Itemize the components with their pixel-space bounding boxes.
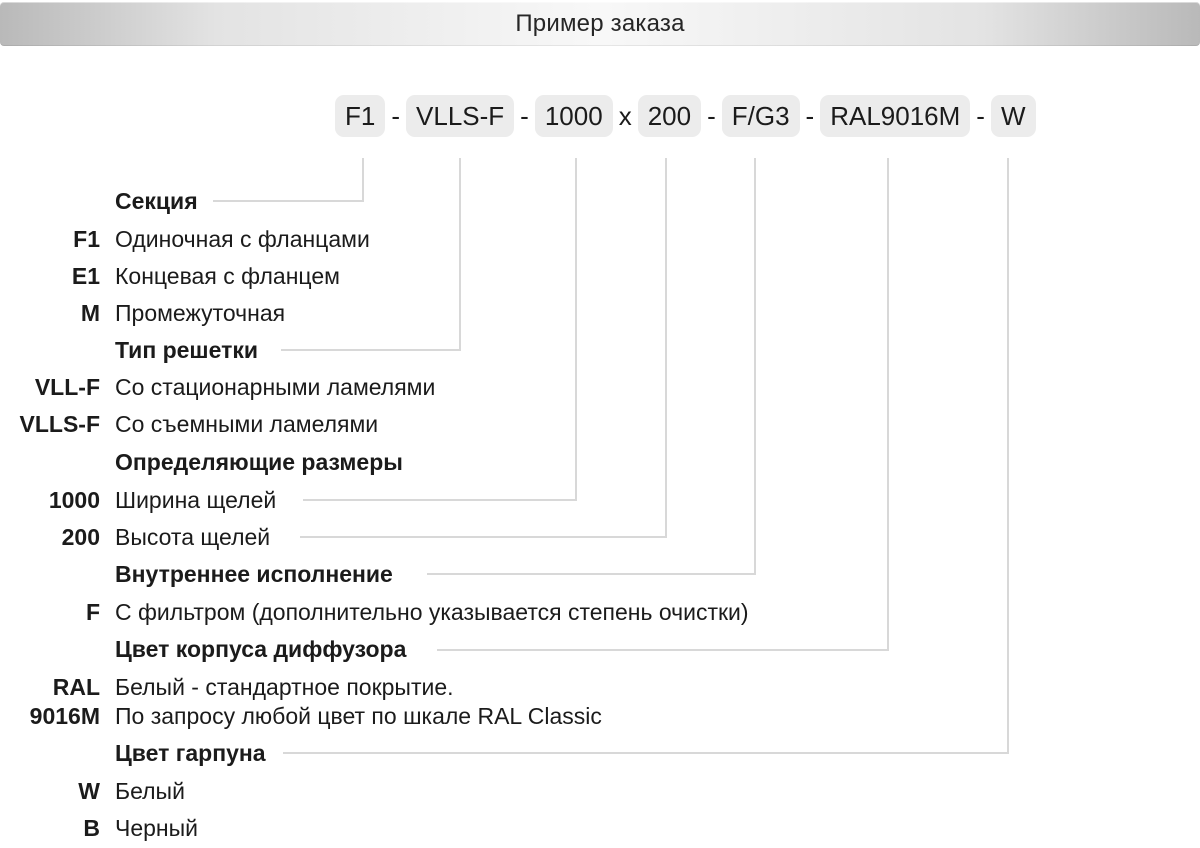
legend-code: E1 (71, 262, 100, 289)
connector-slot-width-vline (575, 158, 577, 501)
legend-description: Со съемными ламелями (115, 410, 379, 437)
legend-header-body-color: Цвет корпуса диффузора (0, 635, 1100, 663)
order-code: F1 - VLLS-F - 1000 x 200 - F/G3 - RAL901… (335, 93, 1036, 139)
legend-code: F1 (73, 225, 100, 252)
legend-row-9016m: 9016M По запросу любой цвет по шкале RAL… (0, 702, 1100, 730)
legend-row-f1: F1 Одиночная с фланцами (0, 225, 1100, 253)
legend-description: Белый (115, 777, 185, 804)
connector-grille-type-vline (459, 158, 461, 351)
legend-description: С фильтром (дополнительно указывается ст… (115, 598, 749, 625)
legend-code: VLL-F (34, 373, 100, 400)
legend-description: Высота щелей (115, 523, 271, 550)
code-separator: - (976, 101, 985, 131)
legend-row-m: M Промежуточная (0, 299, 1100, 327)
legend-header-dimensions: Определяющие размеры (0, 448, 1100, 476)
connector-body-color-vline (887, 158, 889, 651)
legend-row-vll-f: VLL-F Со стационарными ламелями (0, 373, 1100, 401)
legend-row-b: B Черный (0, 814, 1100, 842)
legend-row-200: 200 Высота щелей (0, 523, 1100, 551)
code-separator-x: x (618, 101, 632, 131)
legend-description: Одиночная с фланцами (115, 225, 370, 252)
legend-row-1000: 1000 Ширина щелей (0, 486, 1100, 514)
legend-description: Промежуточная (115, 299, 286, 326)
legend-code: VLLS-F (19, 410, 101, 437)
code-segment-harpoon-color: W (990, 95, 1036, 137)
page-title: Пример заказа (515, 10, 685, 37)
legend-header-harpoon-color: Цвет гарпуна (0, 739, 1100, 767)
connector-internal-vline (754, 158, 756, 575)
legend-header-label: Определяющие размеры (115, 448, 403, 475)
code-separator: - (520, 101, 529, 131)
code-segment-internal: F/G3 (721, 95, 800, 137)
connector-harpoon-color-hline (283, 752, 1009, 754)
legend-code: 9016M (29, 702, 100, 729)
code-separator: - (391, 101, 401, 131)
connector-slot-width-hline (303, 499, 577, 501)
legend-row-f: F С фильтром (дополнительно указывается … (0, 598, 1100, 626)
legend-row-w: W Белый (0, 777, 1100, 805)
legend-description: Ширина щелей (115, 486, 277, 513)
legend-description: По запросу любой цвет по шкале RAL Class… (115, 702, 602, 729)
legend-description: Со стационарными ламелями (115, 373, 436, 400)
legend-code: 1000 (48, 486, 100, 513)
legend-description: Черный (115, 814, 198, 841)
legend-header-label: Цвет корпуса диффузора (115, 635, 407, 662)
legend-row-e1: E1 Концевая с фланцем (0, 262, 1100, 290)
legend-code: RAL (52, 673, 100, 700)
legend-header-internal: Внутреннее исполнение (0, 560, 1100, 588)
legend-code: M (80, 299, 100, 326)
code-segment-section: F1 (335, 95, 386, 137)
connector-slot-height-hline (300, 536, 667, 538)
connector-internal-hline (427, 573, 756, 575)
legend-description: Концевая с фланцем (115, 262, 340, 289)
legend-row-vlls-f: VLLS-F Со съемными ламелями (0, 410, 1100, 438)
legend-header-label: Цвет гарпуна (115, 739, 266, 766)
legend-code: W (78, 777, 100, 804)
connector-section-hline (213, 200, 364, 202)
code-segment-slot-width: 1000 (534, 95, 613, 137)
legend-header-label: Секция (115, 187, 198, 214)
code-segment-body-color: RAL9016M (820, 95, 971, 137)
connector-harpoon-color-vline (1007, 158, 1009, 754)
connector-grille-type-hline (281, 349, 461, 351)
code-separator: - (805, 101, 815, 131)
legend-code: B (83, 814, 100, 841)
connector-body-color-hline (437, 649, 889, 651)
legend-code: 200 (61, 523, 100, 550)
title-bar: Пример заказа (0, 2, 1200, 46)
legend-row-ral: RAL Белый - стандартное покрытие. (0, 673, 1100, 701)
legend-header-section: Секция (0, 187, 1100, 215)
code-segment-slot-height: 200 (637, 95, 702, 137)
legend-header-label: Тип решетки (115, 336, 259, 363)
legend-description: Белый - стандартное покрытие. (115, 673, 454, 700)
legend-header-label: Внутреннее исполнение (115, 560, 393, 587)
connector-slot-height-vline (665, 158, 667, 538)
code-segment-grille-type: VLLS-F (406, 95, 515, 137)
connector-section-vline (362, 158, 364, 202)
code-separator: - (707, 101, 716, 131)
legend-header-grille-type: Тип решетки (0, 336, 1100, 364)
legend-code: F (85, 598, 100, 625)
